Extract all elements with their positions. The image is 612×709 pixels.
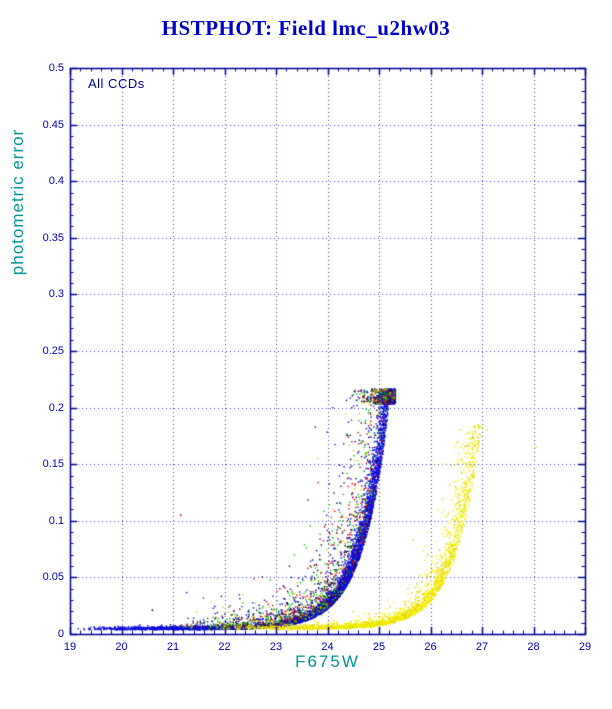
y-tick-label: 0: [57, 628, 64, 640]
y-tick-label: 0.4: [48, 175, 64, 188]
y-axis-label: photometric error: [8, 128, 27, 276]
chart-title: HSTPHOT: Field lmc_u2hw03: [161, 16, 451, 40]
y-tick-label: 0.35: [42, 231, 64, 244]
x-tick-label: 20: [115, 641, 128, 653]
x-tick-label: 23: [269, 641, 283, 653]
y-tick-label: 0.05: [42, 571, 64, 584]
x-tick-label: 19: [63, 641, 77, 653]
x-axis-label: F675W: [295, 652, 360, 671]
x-tick-label: 24: [321, 641, 334, 653]
x-tick-label: 25: [372, 641, 386, 653]
x-tick-label: 22: [218, 641, 231, 653]
x-tick-label: 21: [166, 641, 180, 653]
y-tick-label: 0.3: [48, 288, 64, 301]
y-tick-label: 0.45: [42, 118, 64, 131]
y-tick-label: 0.5: [48, 62, 64, 74]
x-tick-label: 27: [475, 641, 489, 653]
y-tick-label: 0.25: [42, 345, 64, 357]
ccd-annotation: All CCDs: [88, 76, 145, 91]
y-tick-label: 0.15: [42, 458, 64, 471]
y-tick-label: 0.1: [48, 514, 64, 527]
x-tick-label: 26: [424, 641, 437, 653]
y-tick-label: 0.2: [48, 401, 64, 414]
x-tick-label: 29: [578, 641, 592, 653]
x-tick-label: 28: [527, 641, 540, 653]
